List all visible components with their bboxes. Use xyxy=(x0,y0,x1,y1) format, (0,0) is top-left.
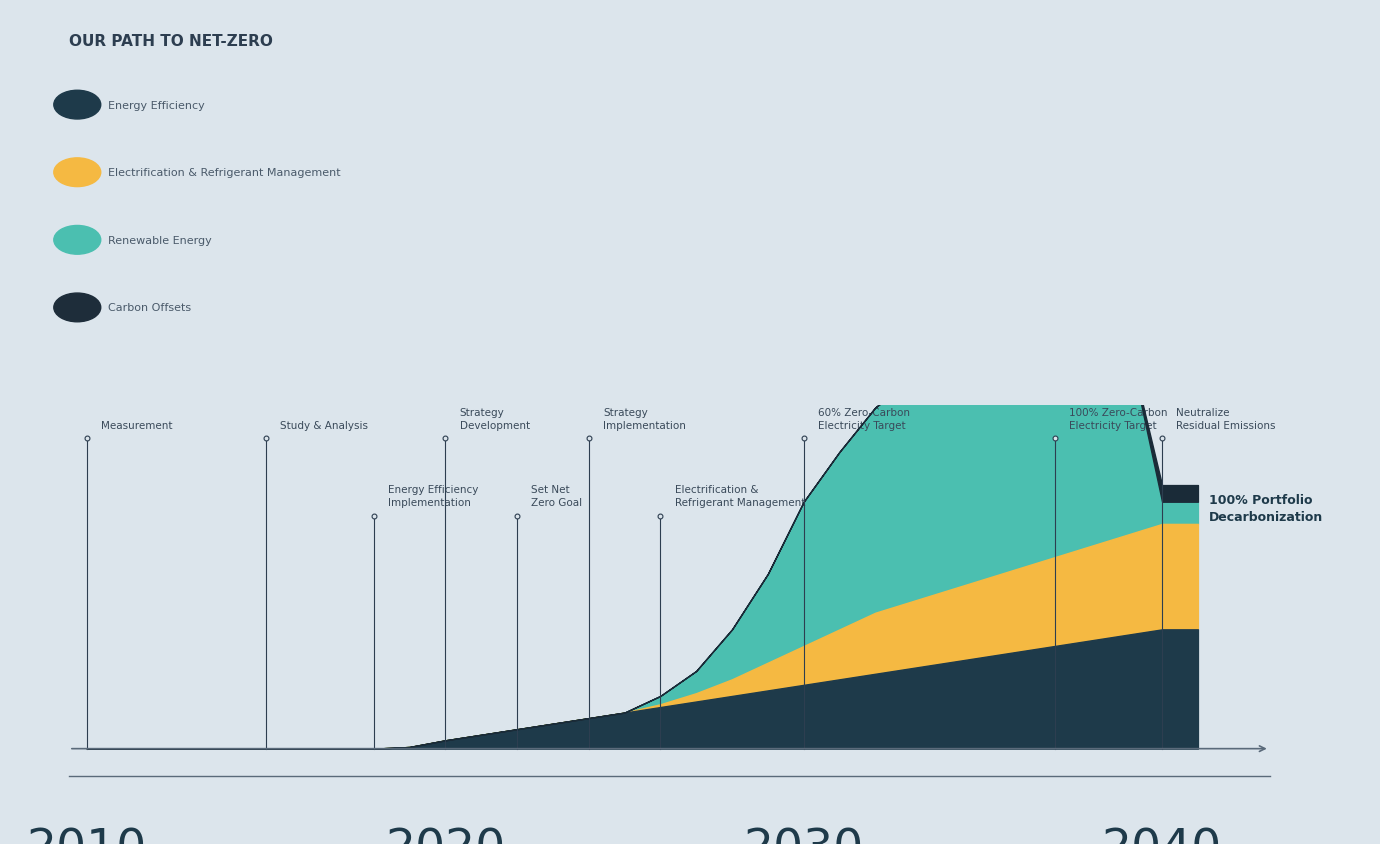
Text: Strategy
Development: Strategy Development xyxy=(460,408,530,430)
Text: 100% Zero-Carbon
Electricity Target: 100% Zero-Carbon Electricity Target xyxy=(1070,408,1167,430)
Text: 60% Zero-Carbon
Electricity Target: 60% Zero-Carbon Electricity Target xyxy=(818,408,909,430)
Text: Electrification &
Refrigerant Management: Electrification & Refrigerant Management xyxy=(675,485,805,507)
Text: OUR PATH TO NET-ZERO: OUR PATH TO NET-ZERO xyxy=(69,34,273,49)
Text: 2040: 2040 xyxy=(1103,826,1223,844)
Text: Electrification & Refrigerant Management: Electrification & Refrigerant Management xyxy=(108,168,341,178)
Text: Study & Analysis: Study & Analysis xyxy=(280,420,368,430)
Text: 2030: 2030 xyxy=(744,826,864,844)
Text: Strategy
Implementation: Strategy Implementation xyxy=(603,408,686,430)
Text: Set Net
Zero Goal: Set Net Zero Goal xyxy=(531,485,582,507)
Text: Renewable Energy: Renewable Energy xyxy=(108,235,211,246)
Text: 100% Portfolio
Decarbonization: 100% Portfolio Decarbonization xyxy=(1209,494,1323,524)
Text: Energy Efficiency
Implementation: Energy Efficiency Implementation xyxy=(388,485,479,507)
Text: 2020: 2020 xyxy=(385,826,505,844)
Text: Measurement: Measurement xyxy=(101,420,172,430)
Text: Energy Efficiency: Energy Efficiency xyxy=(108,100,204,111)
Text: Carbon Offsets: Carbon Offsets xyxy=(108,303,190,313)
Text: Neutralize
Residual Emissions: Neutralize Residual Emissions xyxy=(1176,408,1276,430)
Text: 2010: 2010 xyxy=(26,826,148,844)
